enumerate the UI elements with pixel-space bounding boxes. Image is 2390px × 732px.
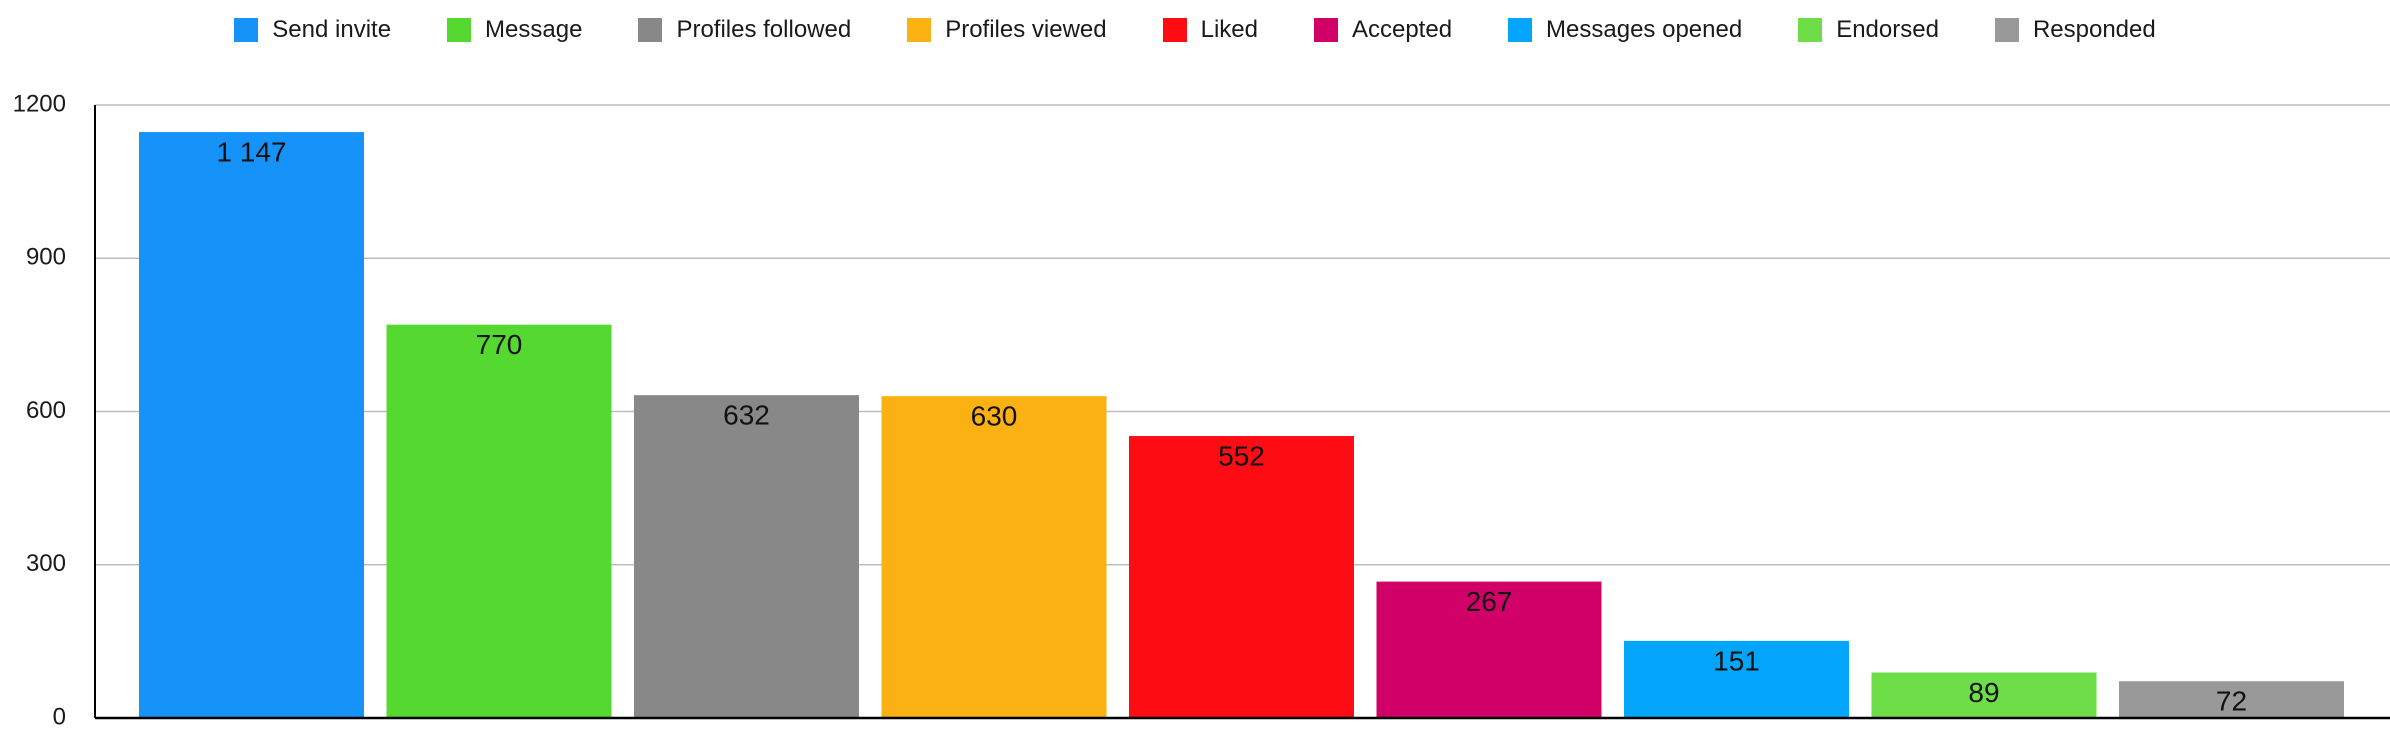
legend-swatch [1798, 18, 1823, 42]
legend-item-profiles-viewed: Profiles viewed [907, 16, 1107, 44]
y-tick-label: 900 [26, 244, 66, 271]
bar-value-label: 632 [723, 400, 770, 431]
legend-swatch [638, 18, 663, 42]
legend-item-profiles-followed: Profiles followed [638, 16, 851, 44]
bar-profiles-followed [634, 395, 859, 718]
bar-value-label: 770 [476, 329, 523, 360]
legend-label: Responded [2032, 16, 2156, 43]
legend-swatch [1994, 18, 2019, 42]
legend-swatch [447, 18, 472, 42]
legend-item-send-invite: Send invite [234, 16, 391, 44]
legend-item-messages-opened: Messages opened [1508, 16, 1742, 44]
bar-value-label: 89 [1968, 677, 1999, 708]
legend-swatch [1313, 18, 1338, 42]
bar-value-label: 151 [1713, 645, 1760, 676]
chart-legend: Send invite Message Profiles followed Profi… [0, 0, 2390, 60]
y-tick-label: 600 [26, 397, 66, 424]
legend-swatch [1508, 18, 1533, 42]
bar-send-invite [139, 132, 364, 718]
bar-profiles-viewed [881, 396, 1107, 718]
legend-label: Accepted [1351, 16, 1453, 43]
bar-value-label: 1 147 [216, 136, 286, 167]
legend-swatch [1162, 18, 1187, 42]
legend-label: Send invite [272, 16, 392, 43]
bars [139, 132, 2344, 718]
bar-chart: 1 147 770 632 630 552 267 151 89 72 0 300 600 900 12… [13, 90, 2390, 730]
y-tick-label: 0 [53, 703, 66, 730]
y-tick-label: 300 [26, 550, 66, 577]
bar-value-label: 552 [1218, 440, 1265, 471]
legend-item-endorsed: Endorsed [1798, 16, 1939, 44]
y-axis-ticks: 0 300 600 900 1200 [13, 90, 66, 730]
legend-item-liked: Liked [1162, 16, 1258, 44]
legend-label: Messages opened [1546, 16, 1743, 43]
y-tick-label: 1200 [13, 90, 66, 117]
legend-item-message: Message [447, 16, 582, 44]
bar-messages-opened [1624, 640, 1849, 718]
bar-accepted [1376, 581, 1602, 718]
legend-label: Endorsed [1836, 16, 1939, 43]
legend-item-responded: Responded [1994, 16, 2156, 44]
legend-swatch [907, 18, 932, 42]
legend-label: Message [485, 16, 583, 43]
bar-value-label: 267 [1466, 586, 1513, 617]
bar-value-labels: 1 147 770 632 630 552 267 151 89 72 [216, 136, 2247, 716]
bar-message [386, 324, 612, 718]
legend-label: Profiles viewed [945, 16, 1107, 43]
bar-value-label: 72 [2216, 686, 2247, 717]
legend-item-accepted: Accepted [1313, 16, 1453, 44]
axes [94, 105, 2390, 720]
bar-responded [2119, 681, 2344, 718]
bar-liked [1129, 436, 1354, 718]
legend-label: Profiles followed [676, 16, 852, 43]
bar-value-label: 630 [971, 401, 1018, 432]
bar-endorsed [1871, 672, 2097, 718]
legend-swatch [234, 18, 259, 42]
legend-label: Liked [1200, 16, 1258, 43]
